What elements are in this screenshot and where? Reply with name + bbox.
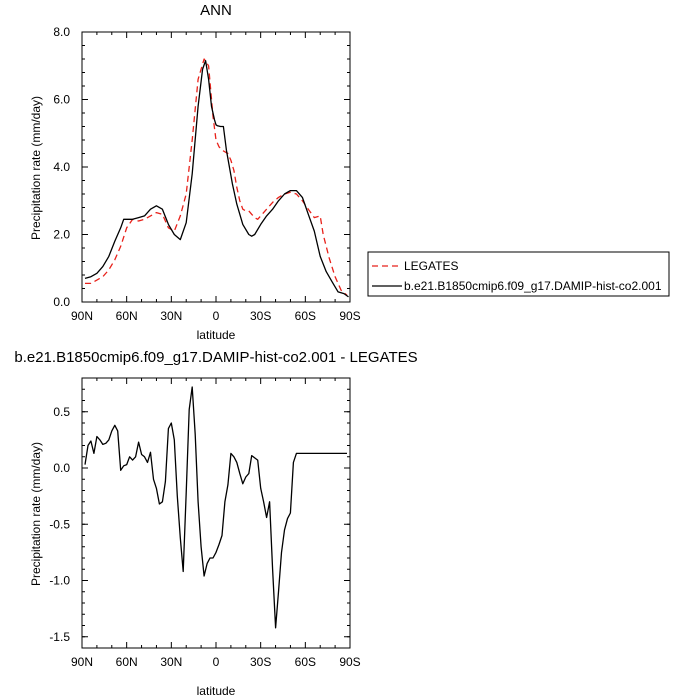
- top-ylabel: Precipitation rate (mm/day): [29, 96, 43, 240]
- bottom-xlabel: latitude: [197, 684, 236, 698]
- bottom-xtick-label: 90S: [339, 655, 360, 669]
- bottom-xtick-label: 90N: [71, 655, 93, 669]
- top-xlabel: latitude: [197, 328, 236, 342]
- bottom-ytick-label: -1.5: [49, 630, 70, 644]
- bottom-ytick-label: -0.5: [49, 517, 70, 531]
- top-ytick-label: 4.0: [53, 160, 70, 174]
- legend-label-model: b.e21.B1850cmip6.f09_g17.DAMIP-hist-co2.…: [404, 279, 662, 293]
- bottom-ytick-label: 0.0: [53, 461, 70, 475]
- top-plot-frame: [81, 31, 351, 303]
- top-ytick-label: 6.0: [53, 93, 70, 107]
- bottom-panel: b.e21.B1850cmip6.f09_g17.DAMIP-hist-co2.…: [14, 349, 417, 698]
- top-xtick-label: 0: [213, 309, 220, 323]
- bottom-ytick-label: -1.0: [49, 574, 70, 588]
- legend-label-legates: LEGATES: [404, 259, 458, 273]
- top-ytick-label: 0.0: [53, 295, 70, 309]
- top-xtick-label: 30S: [250, 309, 271, 323]
- bottom-ylabel: Precipitation rate (mm/day): [29, 442, 43, 586]
- top-xtick-label: 90N: [71, 309, 93, 323]
- top-xtick-label: 30N: [160, 309, 182, 323]
- top-xtick-label: 60N: [116, 309, 138, 323]
- bottom-xtick-label: 60N: [116, 655, 138, 669]
- bottom-series-line-1: [84, 386, 347, 629]
- legend: LEGATES b.e21.B1850cmip6.f09_g17.DAMIP-h…: [367, 251, 670, 297]
- bottom-xtick-label: 60S: [295, 655, 316, 669]
- top-series-line-2: [84, 60, 349, 298]
- bottom-xtick-label: 30S: [250, 655, 271, 669]
- legend-box: [367, 251, 670, 297]
- top-ytick-label: 2.0: [53, 228, 70, 242]
- top-panel: ANN Precipitation rate (mm/day) latitude…: [29, 2, 361, 342]
- top-ytick-label: 8.0: [53, 25, 70, 39]
- bottom-xtick-label: 30N: [160, 655, 182, 669]
- top-title: ANN: [200, 2, 232, 19]
- bottom-xtick-label: 0: [213, 655, 220, 669]
- bottom-ytick-label: 0.5: [53, 405, 70, 419]
- top-series-line-1: [85, 58, 348, 296]
- top-xtick-label: 90S: [339, 309, 360, 323]
- bottom-title: b.e21.B1850cmip6.f09_g17.DAMIP-hist-co2.…: [14, 349, 417, 366]
- top-xtick-label: 60S: [295, 309, 316, 323]
- bottom-plot-frame: [81, 377, 351, 649]
